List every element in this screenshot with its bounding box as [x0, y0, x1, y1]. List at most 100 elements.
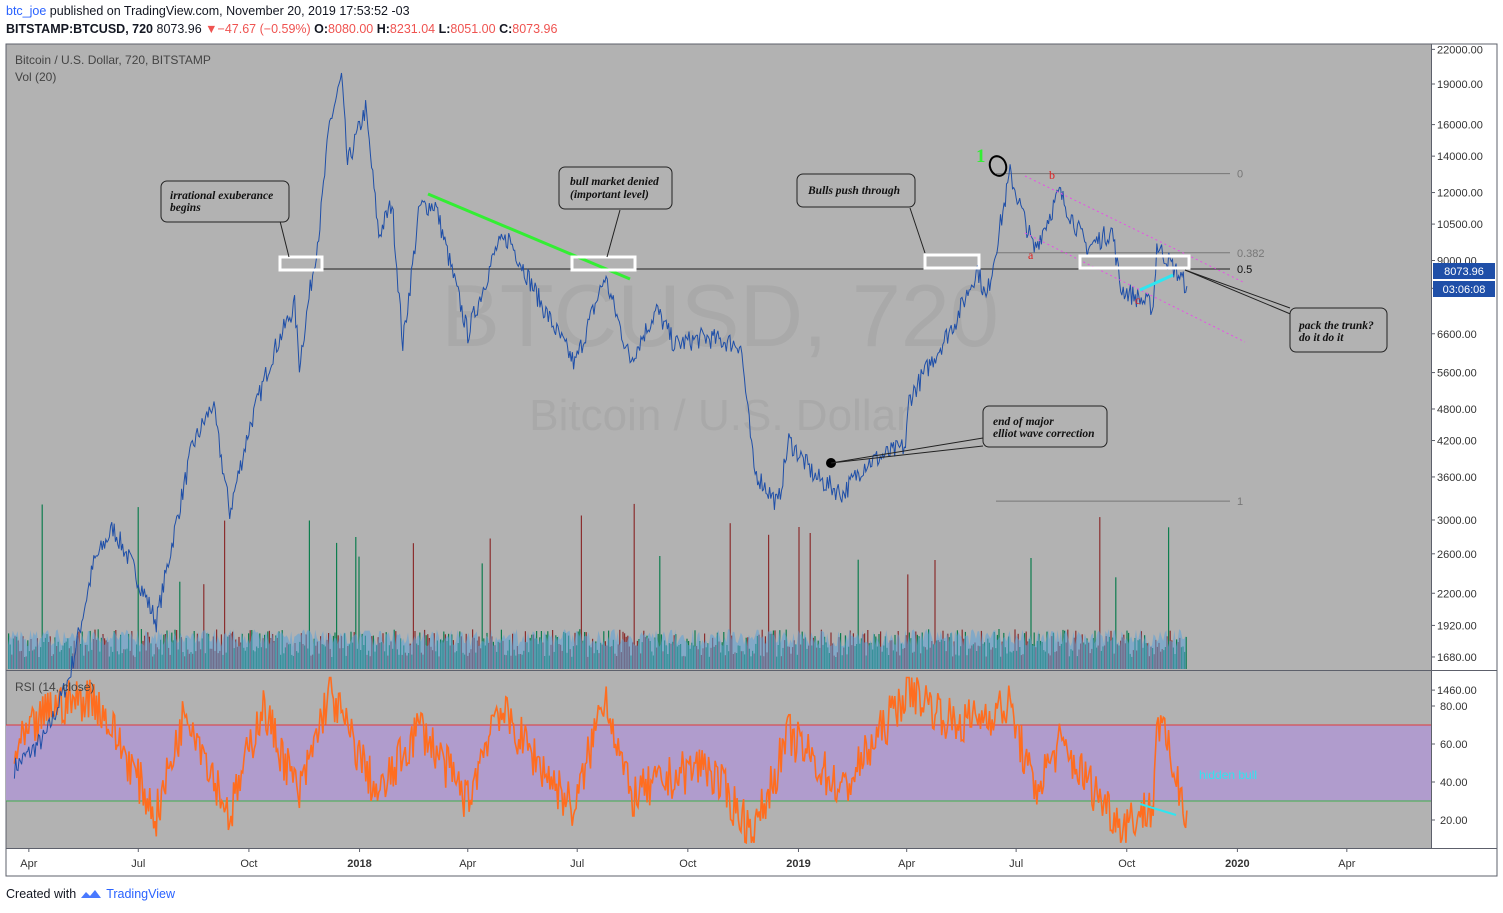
price-axis-bg[interactable]: [1431, 44, 1497, 670]
time-tick-label: Apr: [1338, 858, 1355, 870]
volume-bar: [768, 534, 770, 669]
price-tick-label: 12000.00: [1437, 188, 1483, 200]
volume-bar: [934, 560, 936, 669]
price-tick-label: 4800.00: [1437, 404, 1477, 416]
main-pane[interactable]: [6, 44, 1431, 670]
price-tick-label: 2200.00: [1437, 588, 1477, 600]
time-tick-label: Jul: [1009, 858, 1023, 870]
low-value: 8051.00: [450, 22, 496, 36]
price-tick-label: 3600.00: [1437, 472, 1477, 484]
callout-exuberance-line2: begins: [170, 202, 201, 214]
legend-volume: Vol (20): [15, 70, 56, 84]
volume-bar: [489, 538, 491, 669]
price-tick-label: 19000.00: [1437, 79, 1483, 91]
time-axis-bg[interactable]: [6, 848, 1497, 876]
price-tick-label: 2600.00: [1437, 549, 1477, 561]
time-tick-label: Apr: [459, 858, 476, 870]
volume-bar: [358, 556, 360, 669]
time-tick-label: 2020: [1225, 858, 1249, 870]
close-label: C:: [499, 22, 513, 36]
rsi-tick-label: 20.00: [1440, 815, 1468, 827]
volume-bar: [336, 542, 338, 669]
callout-exuberance[interactable]: irrational exuberance begins: [160, 180, 290, 258]
price-tick-label: 1920.00: [1437, 620, 1477, 632]
symbol-label: BITSTAMP:BTCUSD, 720: [6, 22, 154, 36]
volume-bar: [809, 533, 811, 669]
rsi-tick-label: 80.00: [1440, 701, 1468, 713]
volume-bar: [355, 537, 357, 669]
rsi-tick-label: 60.00: [1440, 739, 1468, 751]
time-tick-label: Oct: [240, 858, 257, 870]
price-badge: 8073.96 03:06:08: [1433, 263, 1495, 297]
low-label: L:: [438, 22, 451, 36]
price-tick-label: 4200.00: [1437, 436, 1477, 448]
fib-level-label: 1: [1237, 496, 1243, 508]
change-value: −47.67 (−0.59%): [217, 22, 311, 36]
rsi-note: hidden bull: [1199, 768, 1257, 782]
callout-bulls[interactable]: Bulls push through: [796, 173, 926, 254]
price-series-line: [13, 72, 1188, 779]
author-link[interactable]: btc_joe: [6, 4, 47, 18]
cyan-price-line[interactable]: [1139, 273, 1174, 292]
level-box-exuberance[interactable]: [278, 255, 324, 272]
open-value: 8080.00: [328, 22, 374, 36]
last-price: 8073.96: [156, 22, 202, 36]
time-tick-label: Jul: [131, 858, 145, 870]
legend-title: Bitcoin / U.S. Dollar, 720, BITSTAMP: [15, 53, 211, 67]
price-layer: [13, 72, 1188, 779]
time-tick-label: Oct: [1118, 858, 1135, 870]
price-tick-label: 1460.00: [1437, 685, 1477, 697]
footer-brand-link[interactable]: TradingView: [106, 887, 175, 901]
volume-bar: [857, 559, 859, 669]
time-tick-label: Jul: [570, 858, 584, 870]
fib-level-label: 0.5: [1237, 264, 1252, 276]
price-tick-label: 10500.00: [1437, 219, 1483, 231]
volume-bar: [1030, 558, 1032, 669]
callout-elliot-line2: elliot wave correction: [993, 428, 1095, 440]
publish-header: btc_joe published on TradingView.com, No…: [6, 4, 410, 18]
tradingview-logo-icon: [81, 890, 102, 898]
volume-bar: [224, 520, 226, 669]
callout-elliot[interactable]: end of major elliot wave correction: [830, 405, 1108, 464]
wave-a-label: a: [1028, 248, 1034, 262]
callout-elliot-line1: end of major: [993, 416, 1054, 428]
volume-bar: [1115, 577, 1117, 669]
volume-bar: [179, 581, 181, 669]
wave1-top-marker[interactable]: [987, 154, 1009, 178]
ohlc-header: BITSTAMP:BTCUSD, 720 8073.96 ▼−47.67 (−0…: [6, 22, 557, 36]
volume-bar: [41, 504, 43, 669]
channel-upper-line[interactable]: [1024, 175, 1246, 284]
level-box-bulls[interactable]: [923, 253, 981, 270]
rsi-axis-ticks: 80.00 60.00 40.00 20.00: [1431, 701, 1468, 827]
price-tick-label: 1680.00: [1437, 652, 1477, 664]
legend-rsi: RSI (14, close): [15, 680, 94, 694]
high-label: H:: [376, 22, 390, 36]
callout-denied[interactable]: bull market denied (important level): [558, 166, 673, 258]
fib-level-label: 0.382: [1237, 248, 1265, 260]
level-box-trunk[interactable]: [1078, 254, 1191, 270]
price-tick-label: 3000.00: [1437, 515, 1477, 527]
channel-lower-line[interactable]: [1024, 232, 1246, 343]
publish-info: published on TradingView.com, November 2…: [49, 4, 410, 18]
green-trend-line[interactable]: [427, 192, 631, 281]
fib-level-label: 0: [1237, 169, 1243, 181]
volume-bar: [1185, 636, 1187, 669]
time-axis-ticks: Apr Jul Oct 2018 Apr Jul Oct 2019 Apr Jul Oct 2020 A…: [20, 848, 1356, 870]
watermark-symbol: BTCUSD, 720: [441, 266, 999, 365]
watermark-name: Bitcoin / U.S. Dollar: [529, 391, 910, 440]
footer-created: Created with: [6, 887, 77, 901]
rsi-axis-bg[interactable]: [1431, 671, 1497, 848]
volume-bar: [1099, 517, 1101, 669]
cyan-rsi-line[interactable]: [1139, 803, 1177, 816]
price-badge-value: 8073.96: [1444, 266, 1484, 278]
callout-trunk[interactable]: pack the trunk? do it do it: [1184, 269, 1388, 353]
wave-c-label: c: [1135, 293, 1140, 307]
price-tick-label: 14000.00: [1437, 151, 1483, 163]
chart-frame: [5, 43, 1498, 877]
time-tick-label: 2018: [347, 858, 371, 870]
volume-bar: [412, 543, 414, 669]
close-value: 8073.96: [512, 22, 558, 36]
price-tick-label: 22000.00: [1437, 44, 1483, 56]
time-tick-label: Oct: [679, 858, 696, 870]
level-box-denied[interactable]: [570, 255, 637, 272]
